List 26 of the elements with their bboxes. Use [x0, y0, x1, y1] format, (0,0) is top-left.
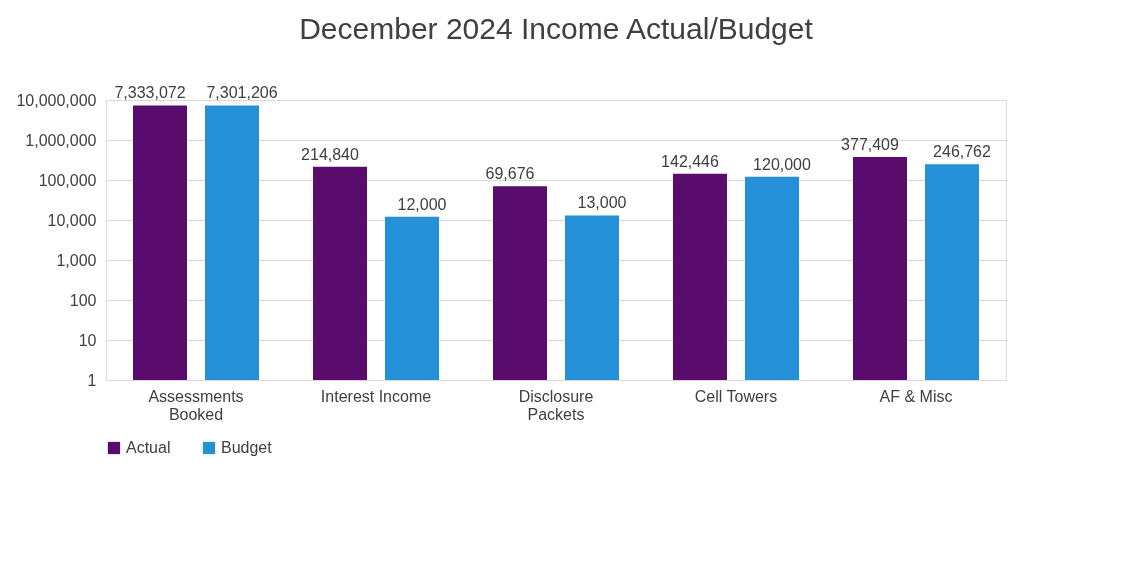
data-label: 246,762: [933, 143, 992, 161]
x-tick-label: Assessments Booked: [148, 387, 244, 423]
y-tick-label: 10: [78, 331, 97, 349]
data-label: 214,840: [301, 145, 360, 163]
data-label: 377,409: [841, 135, 900, 153]
legend-label: Actual: [126, 439, 171, 456]
chart-title: December 2024 Income Actual/Budget: [299, 12, 814, 46]
x-tick-label: Disclosure Packets: [518, 387, 594, 423]
y-tick-label: 1: [87, 371, 97, 389]
y-tick-label: 10,000: [47, 211, 97, 229]
data-label: 142,446: [661, 152, 720, 170]
y-tick-label: 1,000,000: [25, 131, 97, 149]
data-label: 69,676: [485, 165, 535, 183]
x-tick-label: AF & Misc: [879, 387, 953, 405]
data-label: 120,000: [753, 155, 812, 173]
y-tick-label: 100,000: [38, 171, 97, 189]
y-tick-label: 1,000: [56, 251, 97, 269]
data-label: 13,000: [577, 194, 627, 212]
legend-label: Budget: [221, 439, 273, 456]
data-label: 7,333,072: [114, 84, 186, 102]
y-tick-label: 100: [69, 291, 97, 309]
data-label: 12,000: [397, 195, 447, 213]
data-label: 7,301,206: [206, 84, 278, 102]
x-tick-label: Interest Income: [320, 387, 432, 405]
x-tick-label: Cell Towers: [694, 387, 778, 405]
y-tick-label: 10,000,000: [16, 91, 97, 109]
